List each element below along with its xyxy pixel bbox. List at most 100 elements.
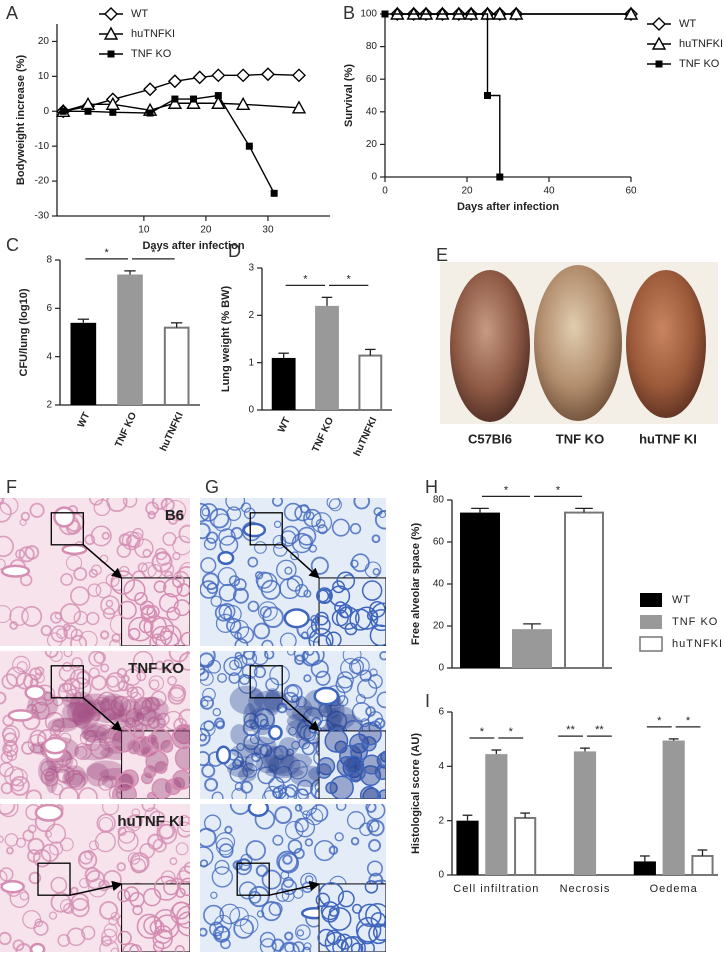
bar <box>662 740 685 875</box>
infiltrate <box>229 685 265 715</box>
alveolus <box>163 710 184 731</box>
infiltrate <box>253 690 289 711</box>
zoom-box <box>249 512 283 546</box>
alveolus <box>290 551 300 561</box>
panel-letter: I <box>425 691 430 711</box>
alveolus <box>63 651 73 658</box>
alveolus <box>123 668 141 686</box>
x-tick-label: Cell infiltration <box>453 883 539 895</box>
inset-cell <box>171 901 190 920</box>
airway <box>242 522 267 538</box>
alveolus <box>278 786 298 799</box>
y-tick-label: -20 <box>35 176 50 187</box>
alveolus <box>328 845 339 855</box>
alveolus <box>253 622 271 640</box>
alveolus <box>303 589 312 598</box>
alveolus <box>243 734 260 751</box>
alveolus <box>63 624 78 640</box>
alveolus <box>212 707 222 717</box>
alveolus <box>308 544 318 553</box>
alveolus <box>59 603 82 625</box>
infiltrate <box>80 730 107 741</box>
zoom-arrow <box>281 544 320 579</box>
alveolus <box>223 656 243 677</box>
alveolus <box>79 877 90 889</box>
alveolus <box>127 532 144 548</box>
alveolus <box>215 837 234 856</box>
marker <box>190 95 197 103</box>
alveolus <box>88 568 98 579</box>
x-tick-label: 10 <box>138 225 150 236</box>
infiltrate <box>226 760 256 778</box>
inset-cell <box>143 765 157 779</box>
infiltrate <box>45 765 58 794</box>
alveolus <box>200 827 217 848</box>
marker <box>167 74 182 89</box>
x-tick-label: 20 <box>200 225 212 236</box>
y-tick-label: -30 <box>35 211 50 222</box>
marker <box>291 100 307 114</box>
bar <box>315 305 339 410</box>
bar <box>512 629 552 668</box>
alveolus <box>236 742 245 752</box>
zoom-box <box>236 862 270 896</box>
x-tick-label: 60 <box>625 186 637 197</box>
alveolus <box>175 842 189 856</box>
infiltrate <box>264 745 285 769</box>
alveolus <box>19 518 27 526</box>
alveolus <box>148 675 165 691</box>
alveolus <box>218 528 236 546</box>
alveolus <box>201 507 211 517</box>
inset-cell <box>361 754 382 775</box>
alveolus <box>149 810 166 827</box>
alveolus <box>98 879 110 892</box>
alveolus <box>229 619 250 640</box>
infiltrate <box>118 699 143 726</box>
infiltrate <box>248 688 265 717</box>
alveolus <box>239 915 259 934</box>
alveolus <box>201 572 220 591</box>
alveolus <box>283 683 303 703</box>
inset-cell <box>149 728 172 752</box>
significance-label: * <box>347 273 352 285</box>
alveolus <box>351 702 372 722</box>
alveolus <box>303 651 325 666</box>
alveolus <box>89 840 99 851</box>
significance-label: * <box>151 247 156 259</box>
alveolus <box>0 498 5 506</box>
alveolus <box>94 831 116 853</box>
alveolus <box>110 947 120 952</box>
alveolus <box>108 916 118 926</box>
alveolus <box>286 748 295 757</box>
alveolus <box>0 558 6 570</box>
airway <box>42 736 68 755</box>
inset-cell <box>356 923 378 945</box>
alveolus <box>95 582 112 599</box>
alveolus <box>303 942 312 951</box>
alveolus <box>253 708 275 730</box>
alveolus <box>159 562 175 577</box>
alveolus <box>100 595 120 615</box>
alveolus <box>88 651 105 667</box>
marker <box>109 108 117 116</box>
inset-cell <box>314 611 329 626</box>
alveolus <box>93 499 111 517</box>
legend-marker <box>652 17 666 31</box>
alveolus <box>247 600 260 613</box>
alveolus <box>56 628 67 639</box>
alveolus <box>40 760 57 777</box>
zoom-arrow <box>82 697 123 732</box>
line <box>63 94 275 194</box>
inset-cell <box>321 905 339 923</box>
alveolus <box>315 518 326 529</box>
x-tick-label: Oedema <box>650 883 698 895</box>
inset-cell <box>139 600 155 616</box>
histology-panel: huTNF KI <box>0 804 190 952</box>
alveolus <box>305 808 324 826</box>
inset-cell <box>324 931 347 952</box>
inset-cell <box>142 887 162 907</box>
alveolus <box>272 834 284 846</box>
inset-cell <box>123 886 140 902</box>
marker <box>484 92 491 99</box>
marker <box>146 109 154 117</box>
